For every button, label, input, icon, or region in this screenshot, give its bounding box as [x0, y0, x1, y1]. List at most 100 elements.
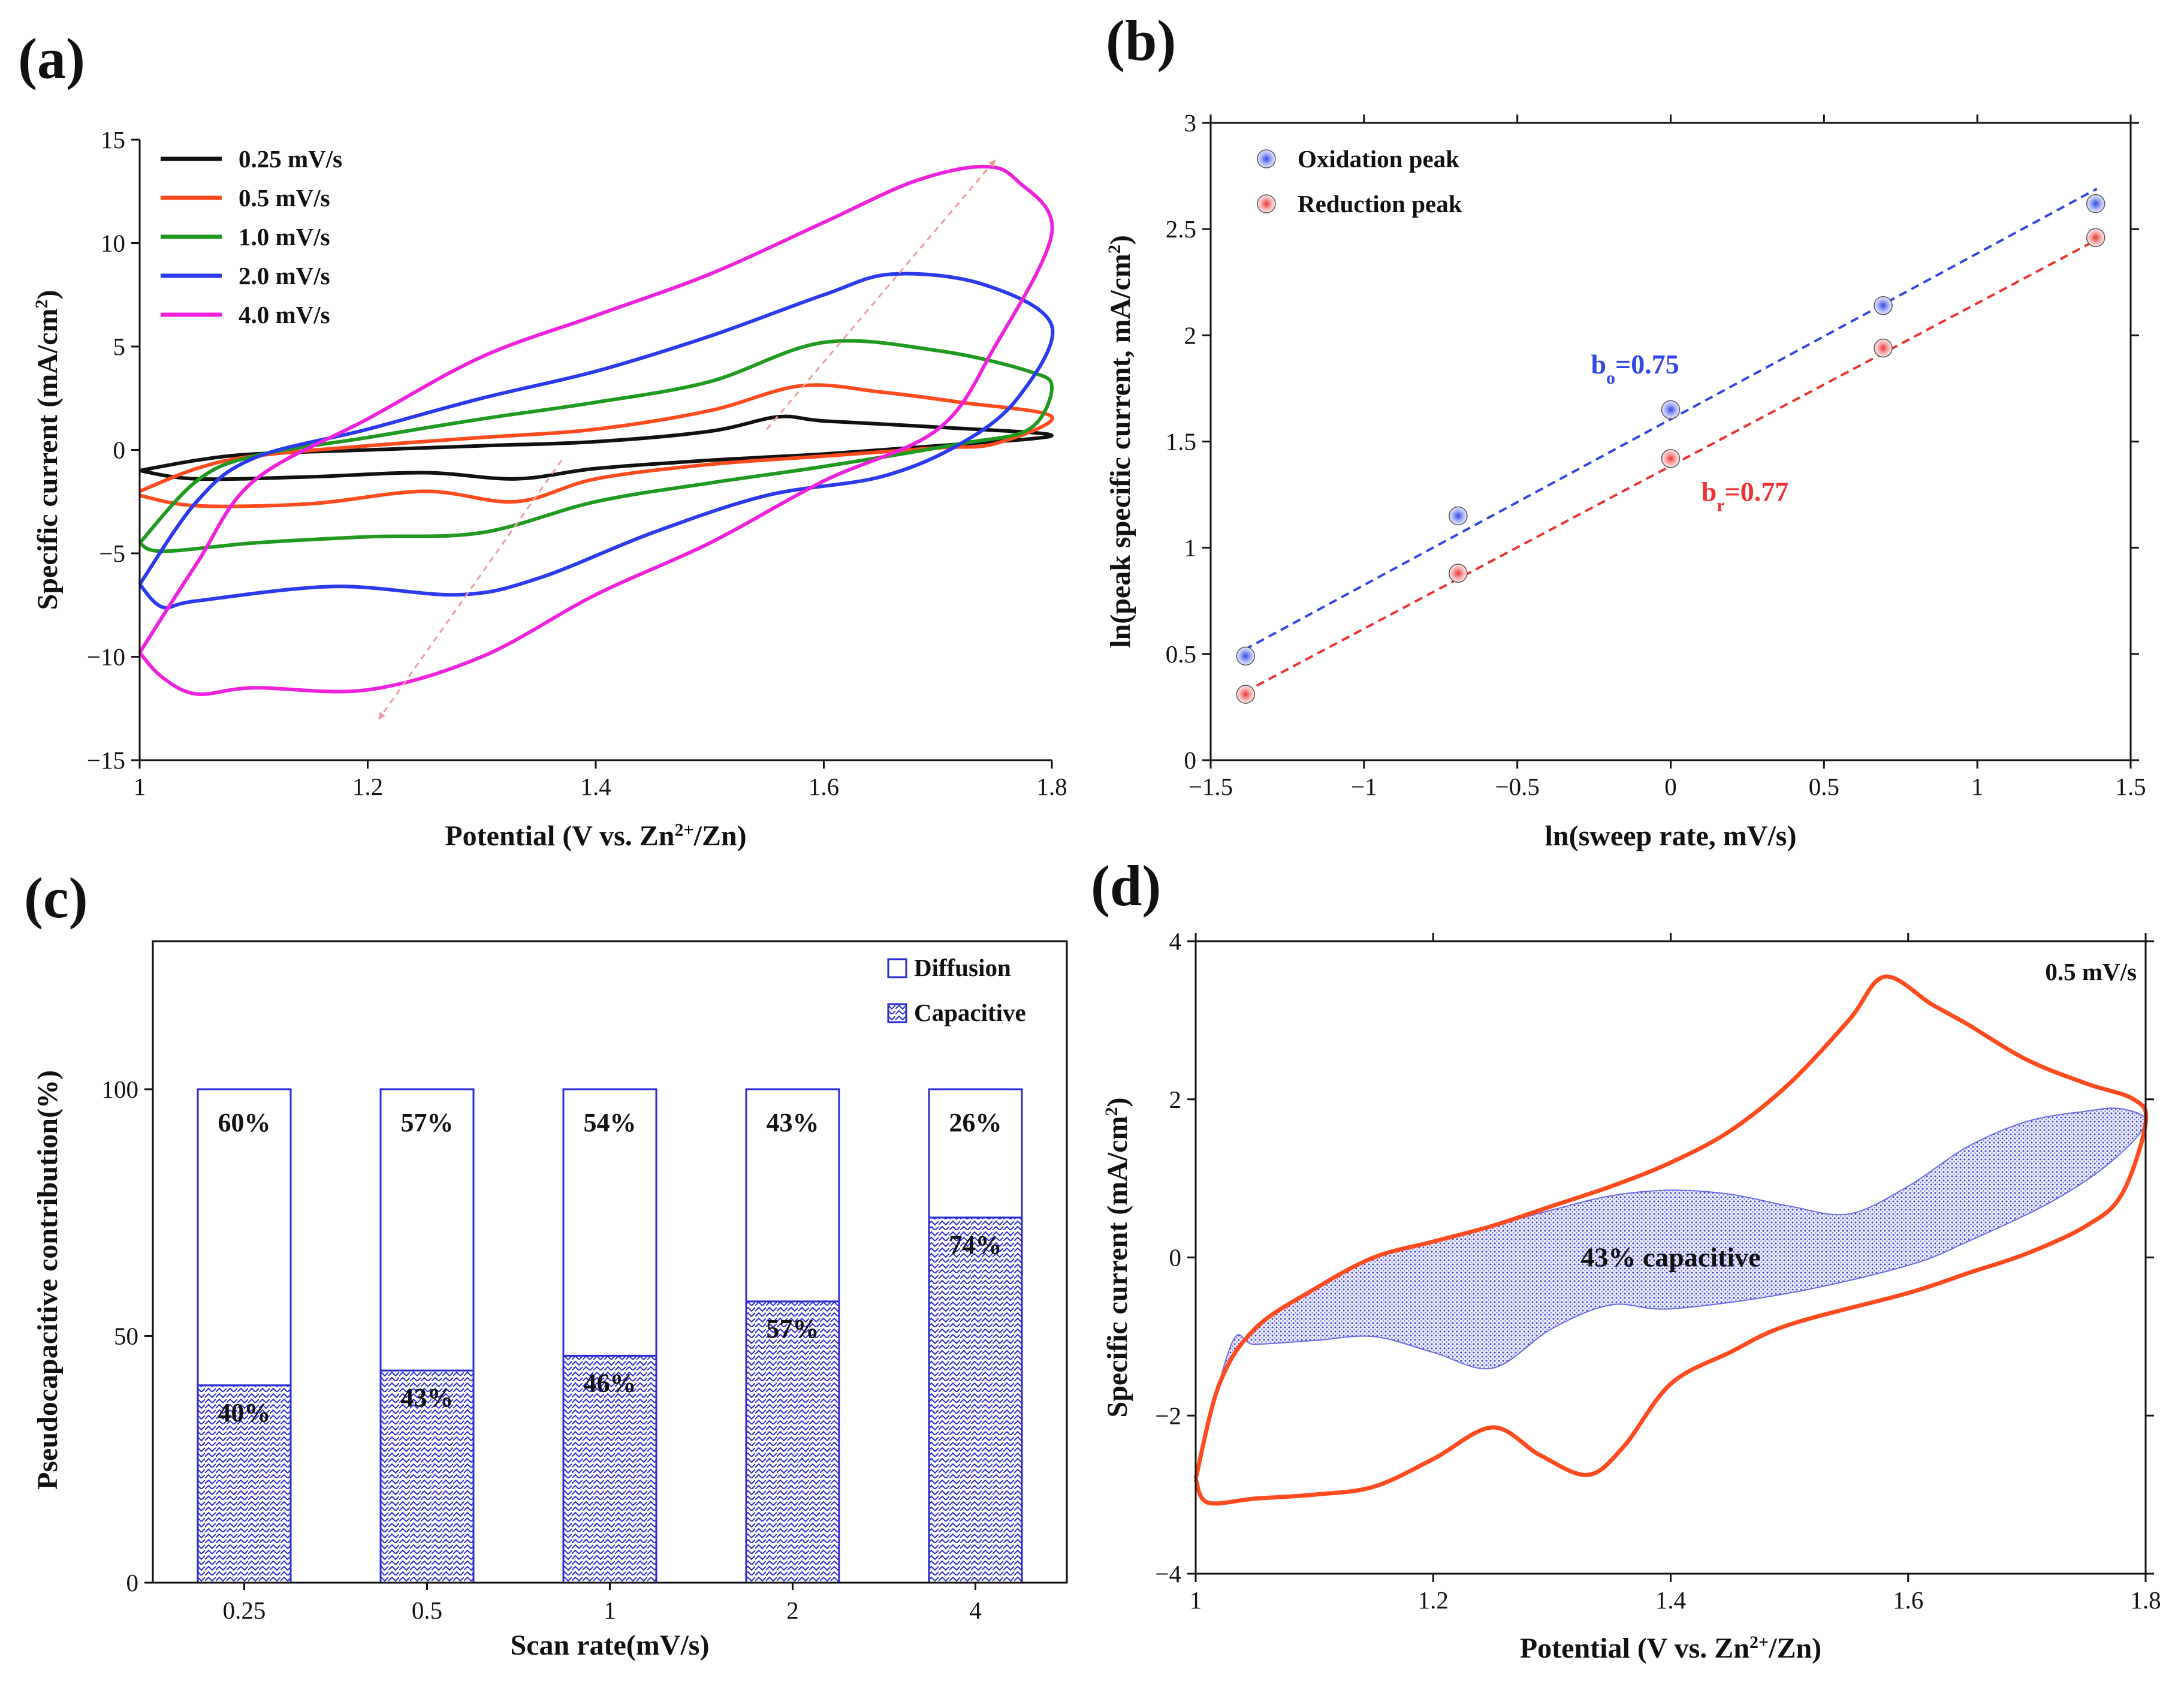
- data-point-1-5: [2086, 194, 2105, 213]
- slope-subscript: r: [1717, 495, 1724, 515]
- panel-a-ytick-label: 15: [101, 126, 125, 153]
- diffusion-label-4: 43%: [767, 1108, 819, 1137]
- slope-annotation-1: bo=0.75: [1591, 349, 1679, 388]
- capacitive-label-5: 74%: [949, 1230, 1002, 1260]
- cv-curve-2: [138, 383, 1054, 508]
- panel-a-ytick-label: 0: [113, 436, 126, 464]
- panel-d-xtick-label: 1.4: [1655, 1586, 1686, 1614]
- panel-d-ylabel-superscript: 2: [1102, 1107, 1121, 1116]
- panel-b-ylabel-text: ln(peak specific current, mA/cm: [1105, 254, 1136, 648]
- panel-c-ytick-label: 0: [126, 1569, 139, 1596]
- panel-a-xtick-label: 1.8: [1036, 773, 1067, 800]
- panel-d-ytick-label: −4: [1155, 1560, 1181, 1587]
- panel-a-ylabel-text-end: ): [32, 290, 64, 300]
- data-point-1-1: [1236, 646, 1256, 666]
- panel-b-frame: [1209, 122, 2132, 761]
- legend-label-2: Reduction peak: [1298, 190, 1462, 218]
- diffusion-label-2: 57%: [401, 1108, 454, 1137]
- legend-marker-2: [1257, 194, 1276, 213]
- category-label-5: 4: [969, 1596, 982, 1624]
- panel-d-xtick-label: 1: [1190, 1586, 1202, 1614]
- category-label-1: 0.25: [223, 1596, 266, 1624]
- panel-d-xlabel-superscript: 2+: [1749, 1632, 1769, 1652]
- panel-d-ytick-label: 0: [1169, 1244, 1182, 1272]
- panel-d-xtick-label: 1.2: [1418, 1586, 1449, 1614]
- panel-b-xtick-label: 1: [1971, 773, 1984, 800]
- panel-d-xtick-label: 1.8: [2130, 1586, 2161, 1614]
- capacitive-bar-1: [197, 1384, 292, 1584]
- panel-label-d: (d): [1091, 854, 1161, 918]
- panel-b-ytick-label: 0.5: [1166, 640, 1196, 668]
- slope-value: =0.77: [1725, 477, 1789, 507]
- panel-b-xtick-label: −1: [1351, 773, 1377, 800]
- panel-label-a: (a): [18, 26, 85, 91]
- cv-curve-total: [1193, 974, 2149, 1506]
- panel-c-frame: [152, 940, 1068, 1584]
- slope-symbol: b: [1702, 477, 1717, 507]
- capacitive-bar-4: [745, 1300, 840, 1584]
- panel-d-xlabel-text: Potential (V vs. Zn: [1520, 1632, 1749, 1664]
- fit-line-1: [1244, 188, 2098, 651]
- data-point-2-2: [1449, 564, 1468, 583]
- scan-rate-label: 0.5 mV/s: [2045, 958, 2137, 986]
- panel-a-ylabel: Specific current (mA/cm2): [32, 290, 64, 610]
- slope-symbol: b: [1591, 349, 1606, 379]
- panel-c-contribution-bars: 40% 60% 0.25 43% 57% 0.5 46% 54% 1 57% 43% 2 74% 26% 4…: [32, 940, 1068, 1661]
- panel-b-xtick-label: 0.5: [1809, 773, 1839, 800]
- panel-c-ylabel: Pseudocapacitive contribution(%): [32, 1070, 64, 1490]
- panel-b-xtick-label: −0.5: [1495, 773, 1539, 800]
- panel-a-cv-curves: 1 1.2 1.4 1.6 1.8 −15 −10 −5 0 5 10 15 Potential (V …: [32, 126, 1067, 852]
- data-point-2-3: [1661, 449, 1681, 468]
- panel-a-ytick-label: −15: [87, 746, 125, 774]
- panel-c-ytick-label: 100: [102, 1076, 139, 1103]
- panel-a-xtick-label: 1.2: [352, 773, 383, 800]
- diffusion-bar-4: [745, 1088, 840, 1303]
- panel-label-c: (c): [24, 866, 88, 930]
- panel-d-ytick-label: 2: [1169, 1086, 1182, 1113]
- panel-d-xlabel-text-end: /Zn): [1768, 1632, 1821, 1664]
- legend-marker-1: [1257, 149, 1276, 168]
- cv-curve-5: [138, 164, 1054, 697]
- data-point-1-4: [1874, 296, 1893, 315]
- diffusion-label-5: 26%: [949, 1108, 1002, 1137]
- panel-b-xtick-label: 1.5: [2115, 773, 2146, 800]
- panel-b-ytick-label: 1: [1184, 534, 1197, 562]
- panel-a-ytick-label: −10: [87, 643, 125, 671]
- legend-label-4: 2.0 mV/s: [239, 262, 330, 290]
- data-point-2-4: [1874, 338, 1893, 358]
- panel-b-xtick-label: −1.5: [1188, 773, 1233, 800]
- legend-label-1: Oxidation peak: [1298, 145, 1459, 173]
- panel-a-ylabel-superscript: 2: [32, 300, 52, 309]
- trend-arrow-2: [378, 459, 563, 720]
- panel-b-ylabel: ln(peak specific current, mA/cm2): [1105, 235, 1137, 648]
- panel-d-ytick-label: −2: [1155, 1402, 1181, 1429]
- capacitive-label-3: 46%: [584, 1368, 637, 1397]
- panel-b-ytick-label: 1.5: [1166, 428, 1196, 456]
- panel-a-xtick-label: 1.4: [580, 773, 611, 800]
- panel-b-xlabel: ln(sweep rate, mV/s): [1545, 820, 1797, 852]
- panel-a-ytick-label: 10: [101, 230, 125, 257]
- legend-label-5: 4.0 mV/s: [239, 301, 330, 329]
- panel-a-xlabel-text: Potential (V vs. Zn: [445, 820, 674, 852]
- legend-label-2: 0.5 mV/s: [239, 184, 330, 212]
- capacitive-bar-3: [562, 1354, 657, 1584]
- panel-b-ytick-label: 3: [1184, 109, 1197, 137]
- panel-a-ytick-label: −5: [99, 540, 125, 567]
- panel-d-xlabel: Potential (V vs. Zn2+/Zn): [1520, 1632, 1821, 1665]
- legend-label-diffusion: Diffusion: [914, 954, 1011, 981]
- panel-b-ytick-label: 2.5: [1166, 215, 1196, 243]
- diffusion-bar-2: [379, 1088, 475, 1372]
- panel-a-ytick-label: 5: [113, 333, 126, 360]
- capacitive-label-1: 40%: [218, 1398, 271, 1427]
- panel-label-b: (b): [1106, 8, 1176, 73]
- capacitive-bar-2: [379, 1369, 475, 1584]
- panel-b-ytick-label: 2: [1184, 321, 1197, 349]
- panel-d-ylabel: Specific current (mA/cm2): [1102, 1098, 1134, 1418]
- legend-swatch-capacitive: [887, 1003, 907, 1023]
- panel-c-ytick-label: 50: [114, 1322, 138, 1349]
- trend-arrow-1: [766, 159, 996, 430]
- panel-b-ytick-label: 0: [1184, 746, 1197, 774]
- legend-label-capacitive: Capacitive: [914, 999, 1026, 1026]
